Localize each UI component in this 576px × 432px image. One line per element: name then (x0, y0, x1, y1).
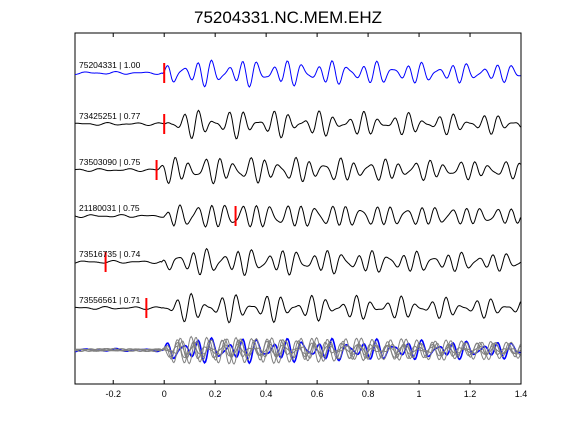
trace-label-2: 73425251 | 0.77 (79, 111, 141, 121)
x-tick-label-6: 1 (417, 389, 422, 399)
trace-3 (74, 156, 521, 185)
x-tick-label-3: 0.4 (260, 389, 273, 399)
x-tick-label-7: 1.2 (464, 389, 477, 399)
trace-1 (74, 59, 521, 88)
trace-label-4: 21180031 | 0.75 (79, 203, 140, 213)
trace-label-6: 73556561 | 0.71 (79, 295, 141, 305)
x-tick-label-1: 0 (162, 389, 167, 399)
x-tick-label-2: 0.2 (209, 389, 222, 399)
plot-area (74, 32, 522, 385)
chart-title: 75204331.NC.MEM.EHZ (193, 8, 383, 27)
trace-label-3: 73503090 | 0.75 (79, 157, 141, 167)
x-tick-label-5: 0.8 (362, 389, 375, 399)
trace-5 (74, 247, 521, 277)
trace-6 (75, 292, 521, 324)
trace-2 (74, 109, 521, 140)
trace-4 (74, 204, 521, 228)
trace-label-5: 73516735 | 0.74 (79, 249, 141, 259)
stack-trace-6 (75, 335, 521, 365)
x-tick-label-4: 0.6 (311, 389, 324, 399)
x-tick-label-0: -0.2 (105, 389, 121, 399)
trace-label-1: 75204331 | 1.00 (79, 60, 141, 70)
x-tick-label-8: 1.4 (515, 389, 528, 399)
